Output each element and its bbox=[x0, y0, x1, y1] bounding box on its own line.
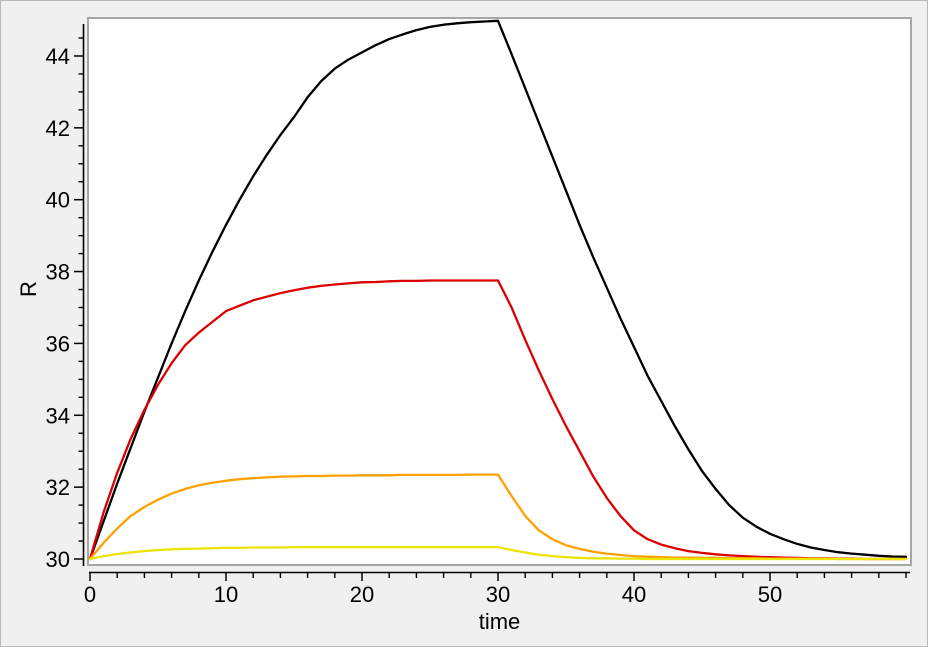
y-tick-label: 42 bbox=[46, 116, 70, 141]
x-tick-label: 40 bbox=[622, 582, 646, 607]
y-tick-label: 40 bbox=[46, 188, 70, 213]
x-axis-title: time bbox=[478, 609, 521, 634]
x-tick-label: 10 bbox=[214, 582, 238, 607]
y-tick-label: 38 bbox=[46, 260, 70, 285]
x-tick-label: 20 bbox=[350, 582, 374, 607]
x-tick-label: 0 bbox=[84, 582, 96, 607]
x-tick-label: 50 bbox=[758, 582, 782, 607]
y-tick-label: 34 bbox=[46, 403, 70, 428]
series-dose-4-highest bbox=[88, 19, 908, 561]
series-dose-3 bbox=[88, 279, 908, 561]
series-dose-1-lowest bbox=[88, 545, 908, 561]
y-tick-label: 36 bbox=[46, 331, 70, 356]
y-tick-label: 44 bbox=[46, 44, 70, 69]
y-tick-label: 30 bbox=[46, 547, 70, 572]
plot-area[interactable] bbox=[87, 17, 912, 566]
y-axis-title: R bbox=[16, 281, 41, 297]
x-tick-label: 30 bbox=[486, 582, 510, 607]
y-tick-label: 32 bbox=[46, 475, 70, 500]
